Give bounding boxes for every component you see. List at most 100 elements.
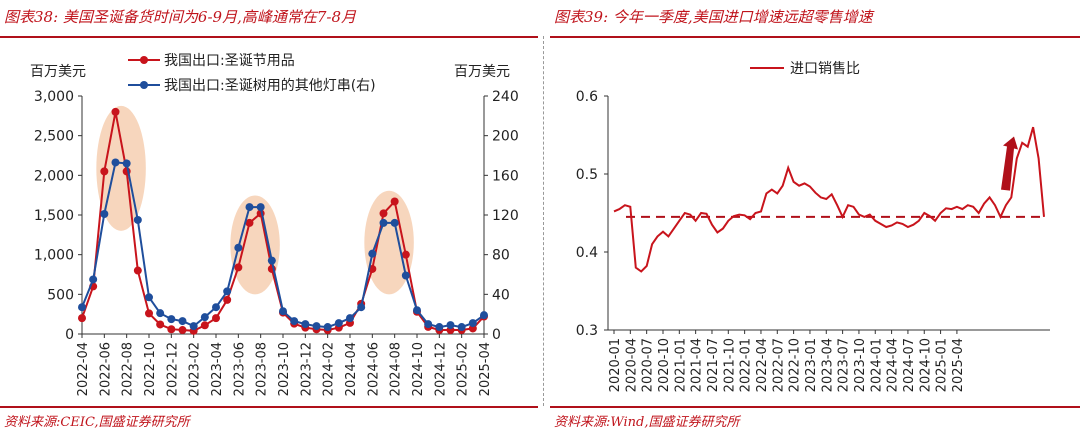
data-point xyxy=(111,158,120,167)
panel-divider xyxy=(543,36,544,406)
data-point xyxy=(267,256,276,265)
y-tick-label-right: 240 xyxy=(492,89,519,105)
x-tick-label: 2020-10 xyxy=(657,338,672,392)
data-point xyxy=(78,303,86,312)
data-point xyxy=(78,314,86,323)
y-tick-label: 0.6 xyxy=(576,89,598,105)
data-point xyxy=(189,322,198,331)
x-tick-label: 2023-10 xyxy=(277,342,292,396)
x-tick-label: 2023-02 xyxy=(188,342,203,396)
x-tick-label: 2025-04 xyxy=(478,342,493,396)
data-point xyxy=(167,325,176,334)
data-point xyxy=(156,309,165,318)
christmas-export-chart: 0 500 1,000 1,500 2,000 2,500 3,000 0 40 80 120 160… xyxy=(30,53,519,396)
data-point xyxy=(212,303,220,312)
x-tick-label: 2022-08 xyxy=(121,342,136,396)
data-point xyxy=(368,249,377,258)
data-point xyxy=(457,323,466,332)
x-tick-label: 2024-06 xyxy=(366,342,381,396)
data-point xyxy=(145,293,153,302)
x-tick-label: 2024-01 xyxy=(869,338,884,392)
y-tick-label-left: 1,000 xyxy=(34,248,74,264)
source-rule-right xyxy=(550,406,1080,408)
x-tick-label: 2024-10 xyxy=(411,342,426,396)
data-point xyxy=(279,307,287,316)
left-panel: 图表38: 美国圣诞备货时间为6-9月,高峰通常在7-8月 0 500 1,000 1… xyxy=(0,0,538,440)
data-point xyxy=(435,323,444,332)
series-line xyxy=(613,126,1045,273)
y-tick-label-right: 0 xyxy=(492,327,501,343)
data-point xyxy=(290,317,299,326)
data-point xyxy=(111,107,120,116)
legend-swatch-marker xyxy=(140,81,148,89)
x-tick-label: 2024-08 xyxy=(389,342,404,396)
y-tick-label-left: 3,000 xyxy=(34,89,74,105)
data-point xyxy=(212,314,220,323)
legend-label: 我国出口:圣诞树用的其他灯串(右) xyxy=(164,78,376,94)
y-tick-label-left: 500 xyxy=(47,287,74,303)
y-tick-label-left: 2,000 xyxy=(34,168,74,184)
x-tick-label: 2023-12 xyxy=(299,342,314,396)
x-tick-label: 2025-01 xyxy=(935,338,950,392)
data-point xyxy=(357,303,366,312)
x-tick-label: 2024-07 xyxy=(902,338,917,392)
x-tick-label: 2020-01 xyxy=(608,338,623,392)
y-tick-label: 0.5 xyxy=(576,167,598,183)
x-tick-label: 2024-10 xyxy=(918,338,933,392)
source-rule-left xyxy=(0,406,538,408)
x-tick-label: 2022-04 xyxy=(755,338,770,392)
data-point xyxy=(100,210,109,219)
x-tick-label: 2022-01 xyxy=(739,338,754,392)
data-point xyxy=(133,266,142,275)
right-panel: 图表39: 今年一季度,美国进口增速远超零售增速 0.3 0.4 0.5 0.6 202… xyxy=(550,0,1080,440)
import-sales-ratio-chart: 0.3 0.4 0.5 0.6 2020-01 2020-04 2020-07 2020-10… xyxy=(576,61,1050,392)
x-tick-label: 2024-04 xyxy=(344,342,359,396)
data-point xyxy=(145,309,153,318)
data-point xyxy=(256,203,265,212)
source-left: 资料来源:CEIC,国盛证券研究所 xyxy=(4,415,190,430)
data-point xyxy=(334,319,343,328)
data-point xyxy=(234,243,243,252)
data-point xyxy=(89,275,98,284)
data-point xyxy=(245,203,254,212)
x-tick-label: 2020-04 xyxy=(624,338,639,392)
data-point xyxy=(424,320,433,329)
x-tick-label: 2023-10 xyxy=(853,338,868,392)
data-point xyxy=(301,320,310,329)
x-tick-label: 2023-07 xyxy=(837,338,852,392)
data-point xyxy=(100,167,109,176)
title-rule-left xyxy=(0,36,538,38)
x-tick-label: 2022-10 xyxy=(788,338,803,392)
x-tick-label: 2023-04 xyxy=(210,342,225,396)
data-point xyxy=(379,218,388,227)
y-tick-label-left: 0 xyxy=(65,327,74,343)
data-point xyxy=(312,322,321,331)
data-point xyxy=(178,326,187,335)
data-point xyxy=(200,321,209,330)
data-point xyxy=(234,263,243,272)
y-tick-label: 0.3 xyxy=(576,323,598,339)
y-tick-label-right: 80 xyxy=(492,248,510,264)
data-point xyxy=(468,319,477,328)
x-tick-label: 2023-06 xyxy=(232,342,247,396)
x-tick-label: 2024-04 xyxy=(886,338,901,392)
data-point xyxy=(401,271,410,280)
x-tick-label: 2021-04 xyxy=(690,338,705,392)
data-point xyxy=(390,218,399,227)
source-right: 资料来源:Wind,国盛证券研究所 xyxy=(554,415,740,430)
y-tick-label-right: 120 xyxy=(492,208,519,224)
y-tick-label-right: 200 xyxy=(492,129,519,145)
data-point xyxy=(178,317,187,326)
data-point xyxy=(413,306,421,315)
data-point xyxy=(223,295,232,304)
data-point xyxy=(223,287,232,296)
x-tick-label: 2022-06 xyxy=(98,342,113,396)
x-tick-label: 2021-01 xyxy=(673,338,688,392)
x-tick-label: 2021-10 xyxy=(722,338,737,392)
data-point xyxy=(390,197,399,206)
x-tick-label: 2025-02 xyxy=(456,342,471,396)
x-tick-label: 2023-08 xyxy=(255,342,270,396)
x-tick-label: 2022-12 xyxy=(165,342,180,396)
y-tick-label-left: 1,500 xyxy=(34,208,74,224)
arrow-up-icon xyxy=(1001,136,1018,191)
